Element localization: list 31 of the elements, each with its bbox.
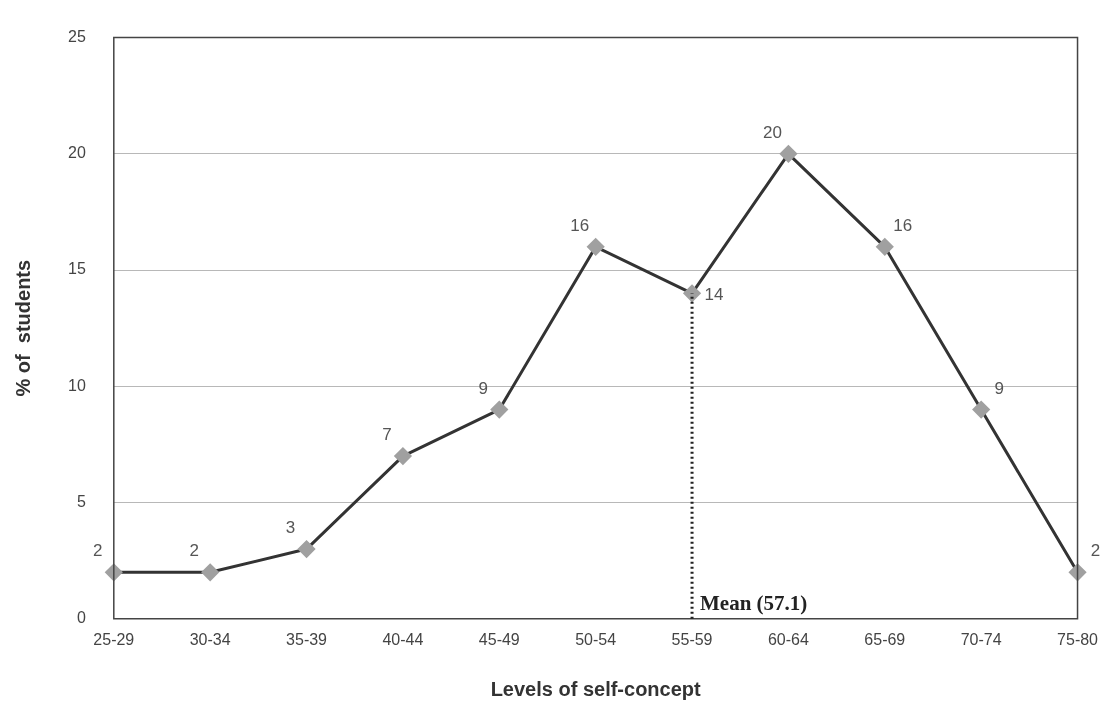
x-tick-label: 45-49 bbox=[478, 630, 520, 648]
data-label: 16 bbox=[893, 216, 913, 236]
x-tick-label: 40-44 bbox=[382, 630, 424, 648]
y-tick-label: 0 bbox=[76, 609, 86, 627]
data-label: 7 bbox=[382, 425, 392, 445]
x-tick-label: 55-59 bbox=[671, 630, 713, 648]
ref-line-label: Mean (57.1) bbox=[700, 590, 808, 615]
data-label: 14 bbox=[704, 284, 724, 304]
x-axis-title: Levels of self-concept bbox=[490, 677, 702, 700]
y-tick-label: 25 bbox=[68, 28, 86, 46]
data-label: 20 bbox=[762, 123, 782, 143]
data-label: 2 bbox=[93, 541, 103, 561]
data-label: 2 bbox=[1090, 541, 1101, 561]
y-axis-title: % of students bbox=[11, 259, 34, 397]
y-tick-label: 5 bbox=[76, 492, 86, 510]
data-label: 9 bbox=[994, 378, 1004, 398]
y-tick-label: 20 bbox=[68, 144, 86, 162]
data-label: 16 bbox=[570, 216, 590, 236]
x-tick-label: 70-74 bbox=[960, 630, 1002, 648]
y-tick-label: 15 bbox=[68, 260, 86, 278]
y-tick-label: 10 bbox=[68, 376, 86, 394]
x-tick-label: 50-54 bbox=[575, 630, 617, 648]
x-tick-label: 25-29 bbox=[93, 630, 135, 648]
x-tick-label: 60-64 bbox=[767, 630, 809, 648]
x-tick-label: 75-80 bbox=[1057, 630, 1099, 648]
data-label: 3 bbox=[285, 518, 296, 538]
x-tick-label: 65-69 bbox=[864, 630, 906, 648]
x-tick-label: 35-39 bbox=[286, 630, 328, 648]
data-label: 9 bbox=[478, 378, 489, 398]
x-tick-label: 30-34 bbox=[189, 630, 231, 648]
data-label: 2 bbox=[189, 541, 199, 561]
